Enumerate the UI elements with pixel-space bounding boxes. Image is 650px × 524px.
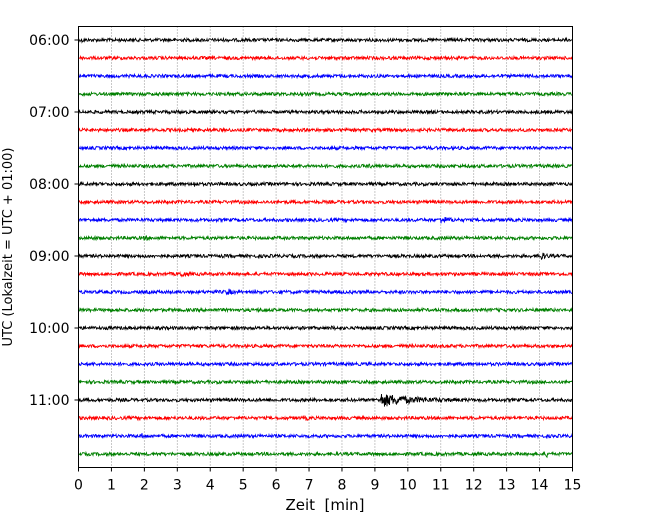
trace-0600	[78, 36, 573, 44]
x-tick-label: 10	[399, 478, 417, 494]
trace-0745	[78, 162, 573, 170]
x-tick-label: 7	[305, 478, 314, 494]
x-tick-label: 0	[74, 478, 83, 494]
y-tick-label: 06:00	[29, 33, 69, 49]
y-tick-label: 08:00	[29, 177, 69, 193]
x-tick-label: 13	[498, 478, 516, 494]
trace-0900	[78, 252, 573, 261]
x-tick-label: 5	[239, 478, 248, 494]
trace-0945	[78, 306, 573, 314]
x-tick-label: 14	[531, 478, 549, 494]
trace-0630	[78, 72, 573, 80]
y-tick-label: 10:00	[29, 321, 69, 337]
trace-1130	[78, 432, 573, 440]
trace-0700	[78, 108, 573, 116]
trace-1030	[78, 360, 573, 368]
trace-0730	[78, 144, 573, 152]
trace-0800	[78, 180, 573, 188]
x-tick-label: 11	[432, 478, 450, 494]
y-tick-label: 07:00	[29, 105, 69, 121]
trace-1100	[78, 393, 573, 407]
x-tick-label: 8	[338, 478, 347, 494]
x-tick-label: 12	[465, 478, 483, 494]
trace-1115	[78, 414, 573, 422]
x-tick-label: 15	[564, 478, 582, 494]
grid	[111, 26, 540, 468]
trace-0815	[78, 198, 573, 206]
trace-1045	[78, 378, 573, 386]
trace-0930	[78, 288, 573, 296]
trace-0645	[78, 90, 573, 98]
trace-0845	[78, 234, 573, 242]
traces	[78, 36, 573, 459]
trace-1145	[78, 450, 573, 459]
y-tick-label: 09:00	[29, 249, 69, 265]
trace-0715	[78, 126, 573, 134]
x-tick-label: 6	[272, 478, 281, 494]
plot-frame	[78, 26, 573, 468]
trace-0830	[78, 216, 573, 224]
x-tick-label: 9	[370, 478, 379, 494]
x-tick-label: 4	[206, 478, 215, 494]
x-tick-label: 1	[107, 478, 116, 494]
trace-1000	[78, 324, 573, 332]
x-tick-label: 2	[140, 478, 149, 494]
y-tick-label: 11:00	[29, 393, 69, 409]
y-axis-label: UTC (Lokalzeit = UTC + 01:00)	[1, 148, 16, 347]
x-axis: 0 1 2 3 4 5 6 7 8 9 10 11 12 13 14 15	[74, 467, 582, 494]
x-axis-label: Zeit [min]	[285, 496, 364, 514]
trace-0915	[78, 270, 573, 278]
trace-0615	[78, 54, 573, 62]
trace-1015	[78, 342, 573, 350]
x-tick-label: 3	[173, 478, 182, 494]
y-axis: 06:00 07:00 08:00 09:00 10:00 11:00	[29, 33, 79, 409]
